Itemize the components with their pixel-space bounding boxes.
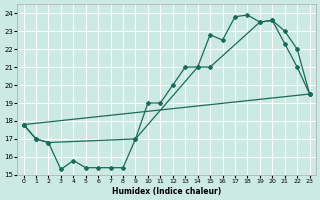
X-axis label: Humidex (Indice chaleur): Humidex (Indice chaleur) xyxy=(112,187,221,196)
